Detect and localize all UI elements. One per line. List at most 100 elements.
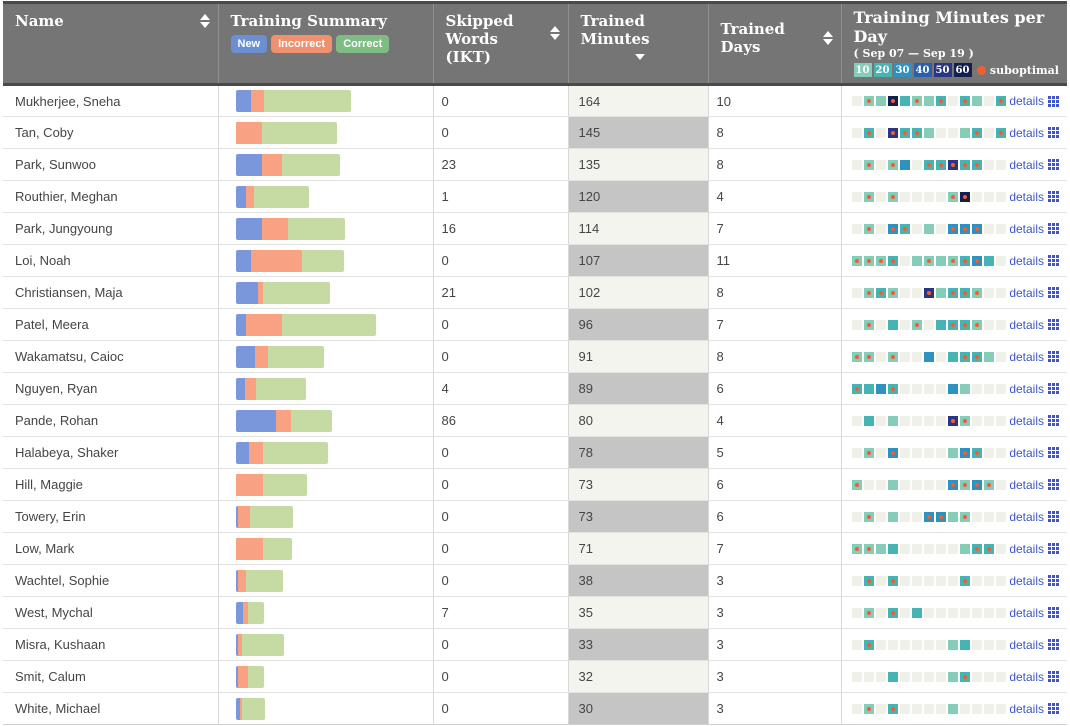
- skipped-words-cell: 4: [432, 372, 568, 405]
- heat-cell-empty: [995, 703, 1006, 714]
- details-link[interactable]: details: [1009, 414, 1059, 428]
- trained-minutes-cell: 73: [567, 500, 708, 533]
- skipped-words-cell: 0: [432, 500, 568, 533]
- heat-cell-20-suboptimal: [971, 159, 982, 170]
- heat-cell-empty: [995, 575, 1006, 586]
- student-row: Park, Jungyoung 16 114 7 details: [3, 212, 1067, 245]
- trained-minutes-value: 73: [578, 509, 593, 524]
- details-link[interactable]: details: [1009, 574, 1059, 588]
- heat-cell-20-suboptimal: [935, 96, 946, 106]
- heat-cell-20-suboptimal: [863, 127, 874, 138]
- heat-cell-empty: [911, 479, 922, 490]
- details-label: details: [1009, 413, 1044, 428]
- details-label: details: [1009, 637, 1044, 652]
- minutes-per-day-cell: details: [840, 308, 1067, 341]
- skipped-words-cell: 23: [432, 148, 568, 181]
- heat-cell-10: [947, 671, 958, 682]
- heat-cell-20-suboptimal: [959, 96, 970, 106]
- heat-cell-30-suboptimal: [887, 223, 898, 234]
- trained-days-cell: 11: [707, 244, 841, 277]
- bar-segment-incorrect: [257, 281, 263, 304]
- details-link[interactable]: details: [1009, 350, 1059, 364]
- column-header-trained-days[interactable]: Trained Days: [707, 4, 841, 86]
- column-header-training-summary: Training Summary New Incorrect Correct: [217, 4, 433, 86]
- details-grid-icon: [1048, 319, 1059, 330]
- bar-segment-new: [235, 601, 243, 624]
- student-name: Low, Mark: [15, 541, 75, 556]
- details-link[interactable]: details: [1009, 318, 1059, 332]
- training-summary-cell: [217, 212, 433, 245]
- details-link[interactable]: details: [1009, 382, 1059, 396]
- details-link[interactable]: details: [1009, 638, 1059, 652]
- heat-cell-10: [947, 703, 958, 714]
- heat-cell-20-suboptimal: [887, 383, 898, 394]
- bar-segment-incorrect: [237, 569, 246, 592]
- heat-cell-empty: [923, 575, 934, 586]
- heat-cell-60-suboptimal: [959, 191, 970, 202]
- heat-cell-empty: [851, 671, 862, 682]
- details-label: details: [1009, 477, 1044, 492]
- heat-cell-10: [935, 287, 946, 298]
- training-summary-bar: [235, 313, 425, 336]
- details-link[interactable]: details: [1009, 542, 1059, 556]
- heat-cell-10-suboptimal: [863, 287, 874, 298]
- summary-legend: New Incorrect Correct: [230, 35, 425, 53]
- details-link[interactable]: details: [1009, 670, 1059, 684]
- daily-minutes-heatmap: [851, 511, 1006, 522]
- details-link[interactable]: details: [1009, 254, 1059, 268]
- heat-cell-empty: [995, 223, 1006, 234]
- sort-icon-skipped-words[interactable]: [549, 26, 560, 40]
- student-row: Misra, Kushaan 0 33 3 details: [3, 628, 1067, 661]
- student-name-cell: Park, Sunwoo: [3, 148, 218, 181]
- bar-segment-correct: [267, 345, 324, 368]
- column-header-trained-minutes[interactable]: Trained Minutes: [567, 4, 708, 86]
- details-link[interactable]: details: [1009, 606, 1059, 620]
- heat-cell-empty: [911, 543, 922, 554]
- column-header-skipped-words[interactable]: Skipped Words (IKT): [432, 4, 568, 86]
- heat-cell-empty: [875, 415, 886, 426]
- heat-cell-10-suboptimal: [851, 351, 862, 362]
- details-link[interactable]: details: [1009, 446, 1059, 460]
- column-header-name[interactable]: Name: [3, 4, 218, 86]
- heat-cell-20: [935, 319, 946, 330]
- heat-cell-10: [947, 447, 958, 458]
- heat-cell-empty: [923, 607, 934, 618]
- trained-days-cell: 6: [707, 500, 841, 533]
- heat-cell-10-suboptimal: [887, 159, 898, 170]
- bar-segment-correct: [281, 313, 376, 336]
- sort-icon-trained-minutes-desc[interactable]: [581, 54, 700, 60]
- details-link[interactable]: details: [1009, 190, 1059, 204]
- student-name-cell: Wachtel, Sophie: [3, 564, 218, 597]
- details-grid-icon: [1048, 543, 1059, 554]
- heat-cell-empty: [911, 447, 922, 458]
- details-link[interactable]: details: [1009, 158, 1059, 172]
- heat-cell-empty: [983, 607, 994, 618]
- student-name-cell: Patel, Meera: [3, 308, 218, 341]
- trained-days-cell: 3: [707, 564, 841, 597]
- details-link[interactable]: details: [1009, 94, 1059, 108]
- trained-minutes-cell: 73: [567, 468, 708, 501]
- details-label: details: [1009, 573, 1044, 588]
- trained-minutes-cell: 80: [567, 404, 708, 437]
- heat-cell-empty: [935, 127, 946, 138]
- heat-cell-10-suboptimal: [971, 319, 982, 330]
- heat-cell-10-suboptimal: [863, 543, 874, 554]
- details-grid-icon: [1048, 95, 1059, 107]
- heat-cell-empty: [899, 511, 910, 522]
- details-link[interactable]: details: [1009, 222, 1059, 236]
- details-label: details: [1009, 669, 1044, 684]
- heat-cell-empty: [971, 383, 982, 394]
- bar-segment-incorrect: [261, 153, 282, 176]
- details-link[interactable]: details: [1009, 510, 1059, 524]
- student-name-cell: West, Mychal: [3, 596, 218, 629]
- sort-icon-trained-days[interactable]: [822, 31, 833, 45]
- bar-segment-correct: [255, 377, 306, 400]
- sort-icon-name[interactable]: [199, 14, 210, 28]
- heat-cell-empty: [995, 671, 1006, 682]
- details-link[interactable]: details: [1009, 702, 1059, 716]
- details-link[interactable]: details: [1009, 286, 1059, 300]
- heat-cell-empty: [983, 127, 994, 138]
- student-name: White, Michael: [15, 701, 101, 716]
- details-link[interactable]: details: [1009, 126, 1059, 140]
- details-link[interactable]: details: [1009, 478, 1059, 492]
